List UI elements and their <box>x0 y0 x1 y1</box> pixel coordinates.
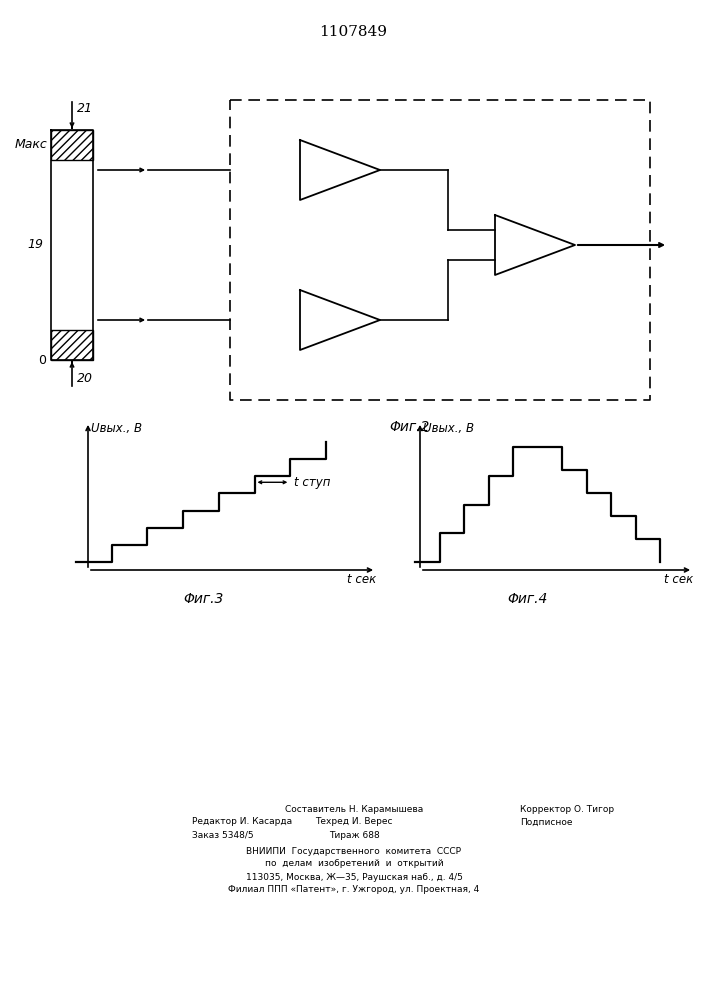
Text: 0: 0 <box>38 354 46 366</box>
Text: Филиал ППП «Патент», г. Ужгород, ул. Проектная, 4: Филиал ППП «Патент», г. Ужгород, ул. Про… <box>228 886 479 894</box>
Text: 20: 20 <box>77 371 93 384</box>
Text: по  делам  изобретений  и  открытий: по делам изобретений и открытий <box>264 859 443 868</box>
Text: Uвых., В: Uвых., В <box>423 422 474 435</box>
Text: Φиг.2: Φиг.2 <box>390 420 430 434</box>
Text: Uвых., В: Uвых., В <box>91 422 142 435</box>
Text: t ступ: t ступ <box>294 476 331 489</box>
Text: Заказ 5348/5: Заказ 5348/5 <box>192 830 254 840</box>
Bar <box>51 130 93 160</box>
Text: Редактор И. Касарда: Редактор И. Касарда <box>192 818 292 826</box>
Text: 21: 21 <box>77 102 93 114</box>
Text: Корректор О. Тигор: Корректор О. Тигор <box>520 804 614 814</box>
Text: Техред И. Верес: Техред И. Верес <box>315 818 393 826</box>
Text: Φиг.4: Φиг.4 <box>508 592 548 606</box>
Text: 19: 19 <box>27 238 43 251</box>
Text: t сек: t сек <box>664 573 693 586</box>
Text: Составитель Н. Карамышева: Составитель Н. Карамышева <box>285 804 423 814</box>
Text: Подписное: Подписное <box>520 818 573 826</box>
Text: Φиг.3: Φиг.3 <box>183 592 223 606</box>
Text: 1107849: 1107849 <box>319 25 387 39</box>
Text: Тираж 688: Тираж 688 <box>329 830 380 840</box>
Text: Макс: Макс <box>14 138 47 151</box>
Text: 113035, Москва, Ж—35, Раушская наб., д. 4/5: 113035, Москва, Ж—35, Раушская наб., д. … <box>245 872 462 882</box>
Bar <box>51 330 93 360</box>
Text: ВНИИПИ  Государственного  комитета  СССР: ВНИИПИ Государственного комитета СССР <box>247 846 462 856</box>
Text: t сек: t сек <box>346 573 376 586</box>
